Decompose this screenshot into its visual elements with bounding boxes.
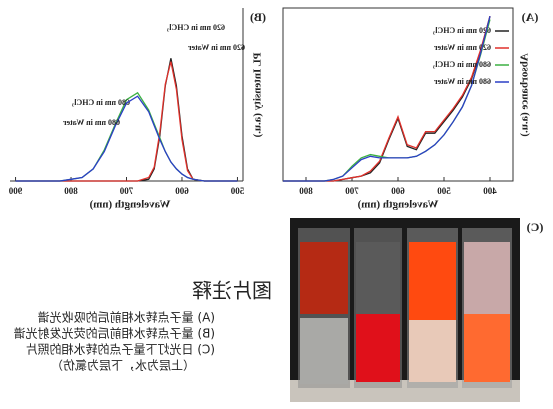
- legend-label: 620 nm in Water: [434, 43, 491, 52]
- caption-line: (B) 量子点转水相前后的荧光发射光谱: [14, 326, 215, 341]
- x-tick-label: 800: [64, 186, 78, 196]
- cuvette-top: [464, 242, 510, 314]
- panel-label: (B): [250, 10, 266, 24]
- y-axis-label: PL Intensity (a.u.): [252, 53, 264, 138]
- series-line: [283, 16, 491, 182]
- x-tick-label: 700: [345, 186, 359, 196]
- series-line: [283, 16, 491, 182]
- x-axis-label: Wavelength (nm): [89, 199, 170, 211]
- cuvette-top: [409, 242, 456, 320]
- cuvette-bottom: [464, 314, 510, 382]
- panel-label: (C): [527, 220, 544, 234]
- x-tick-label: 600: [175, 186, 189, 196]
- cuvette-bottom: [356, 314, 400, 382]
- caption-line: (A) 量子点转水相前后的吸收光谱: [38, 310, 215, 325]
- series-line: [15, 58, 238, 182]
- series-line: [15, 95, 238, 182]
- x-tick-label: 900: [8, 186, 22, 196]
- x-tick-label: 700: [119, 186, 133, 196]
- series-label: 680 nm in CHCl₃: [71, 98, 130, 107]
- series-label: 620 nm in CHCl₃: [166, 23, 225, 32]
- x-tick-label: 500: [437, 186, 451, 196]
- x-tick-label: 600: [391, 186, 405, 196]
- legend-label: 680 nm in Water: [434, 77, 491, 86]
- series-line: [15, 61, 238, 182]
- series-label: 680 nm in Water: [63, 118, 120, 127]
- caption-line: （上层为水，下层为氯仿）: [51, 359, 195, 373]
- cuvette-bottom: [409, 320, 456, 382]
- x-tick-label: 500: [230, 186, 244, 196]
- cuvette-bottom: [300, 318, 348, 384]
- y-axis-label: Absorbance (a.u.): [519, 53, 531, 137]
- x-tick-label: 400: [483, 186, 497, 196]
- x-axis-label: Wavelength (nm): [357, 199, 438, 211]
- x-tick-label: 800: [299, 186, 313, 196]
- caption-title: 图片注释: [192, 279, 272, 303]
- legend-label: 620 nm in CHCl₃: [432, 26, 491, 35]
- photo: [290, 218, 520, 402]
- cuvette-top: [300, 242, 348, 314]
- legend-label: 680 nm in CHCl₃: [432, 60, 491, 69]
- panel-label: (A): [522, 10, 539, 24]
- cuvette-top: [356, 242, 400, 314]
- caption-line: (C) 日光灯下量子点的转水相的照片: [25, 342, 215, 357]
- series-label: 620 nm in Water: [188, 43, 245, 52]
- series-line: [283, 16, 491, 182]
